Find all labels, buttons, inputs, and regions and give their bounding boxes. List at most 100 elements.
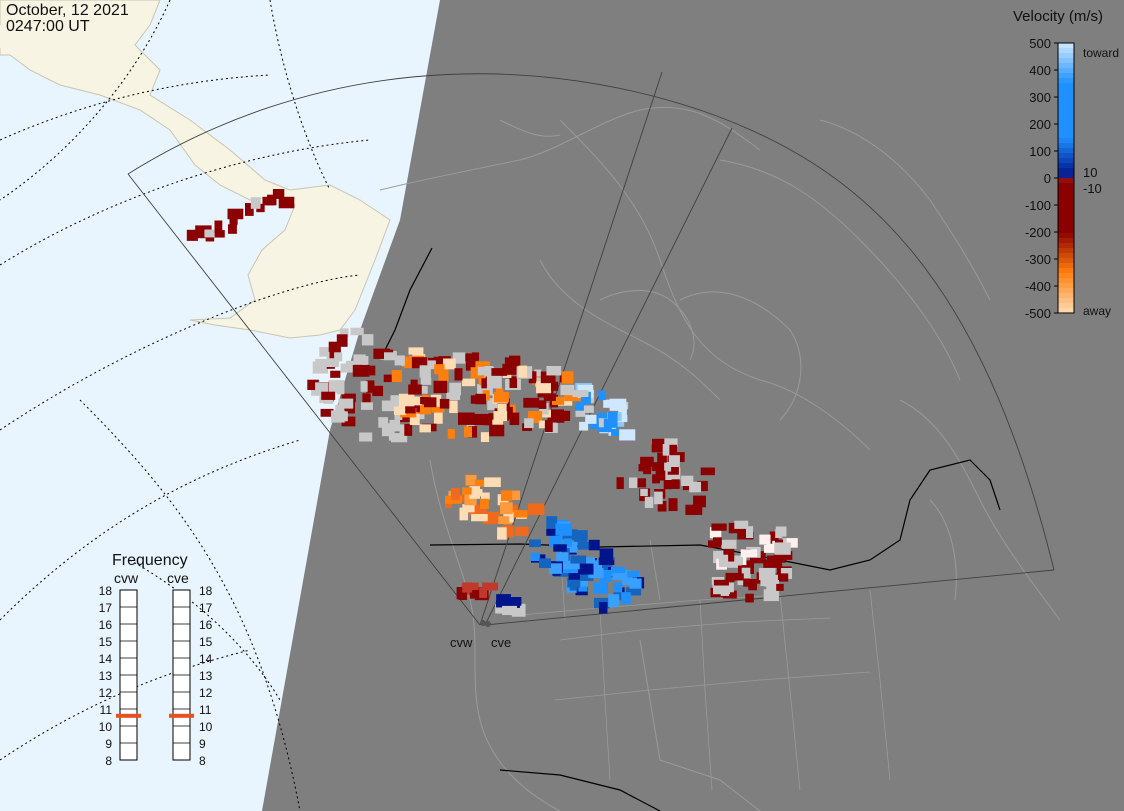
velocity-cell xyxy=(551,381,559,391)
velocity-cell xyxy=(540,371,556,384)
frequency-radar-cvw: cvw xyxy=(114,570,139,586)
velocity-cell xyxy=(570,555,587,564)
velocity-cell xyxy=(589,567,604,579)
velocity-cell xyxy=(700,467,715,476)
velocity-cell xyxy=(468,426,478,438)
velocity-cell xyxy=(546,528,560,536)
velocity-cell xyxy=(562,561,580,570)
velocity-cell xyxy=(561,371,574,384)
velocity-cell xyxy=(487,398,498,411)
velocity-cell xyxy=(465,360,476,371)
velocity-label-toward: toward xyxy=(1083,46,1119,60)
frequency-radar-cve: cve xyxy=(167,570,189,586)
velocity-cell xyxy=(497,527,507,540)
velocity-cell xyxy=(434,412,443,424)
velocity-cell xyxy=(366,380,375,393)
velocity-cell xyxy=(662,444,671,456)
velocity-cell xyxy=(509,412,520,426)
velocity-bar-segment xyxy=(1058,213,1074,219)
velocity-label-away: away xyxy=(1083,304,1111,318)
velocity-cell xyxy=(378,417,389,428)
velocity-bar-segment xyxy=(1058,133,1074,139)
velocity-cell xyxy=(383,374,395,383)
velocity-cell xyxy=(339,328,349,338)
velocity-cell xyxy=(588,539,600,551)
velocity-cell xyxy=(464,493,477,506)
velocity-tick-label: 400 xyxy=(1029,63,1051,78)
velocity-cell xyxy=(498,516,510,525)
velocity-cell xyxy=(555,523,572,536)
velocity-cell xyxy=(763,589,779,602)
velocity-cell xyxy=(610,566,626,577)
velocity-bar-segment xyxy=(1058,278,1074,284)
velocity-cell xyxy=(568,569,581,580)
velocity-tick-label: 0 xyxy=(1044,171,1051,186)
velocity-cell xyxy=(613,582,623,590)
velocity-cell xyxy=(484,366,494,378)
velocity-tick-label: -500 xyxy=(1025,306,1051,321)
velocity-cell xyxy=(454,368,463,381)
velocity-cell xyxy=(538,400,547,409)
velocity-bar-segment xyxy=(1058,218,1074,224)
mexico-border xyxy=(499,769,661,811)
velocity-cell xyxy=(740,549,758,558)
velocity-cell xyxy=(420,397,429,405)
velocity-cell xyxy=(320,408,334,417)
velocity-cell xyxy=(413,396,422,406)
velocity-cell xyxy=(775,529,783,538)
velocity-bar-segment xyxy=(1058,53,1074,59)
velocity-cell xyxy=(481,378,490,389)
time-label: 0247:00 UT xyxy=(6,18,90,35)
velocity-cell xyxy=(319,347,333,357)
velocity-cell xyxy=(685,504,703,515)
frequency-tick-label: 17 xyxy=(99,601,113,615)
velocity-cell xyxy=(390,433,408,443)
velocity-cell xyxy=(546,516,558,529)
velocity-cell xyxy=(737,531,754,540)
velocity-cell xyxy=(644,496,654,508)
velocity-cell xyxy=(572,390,589,398)
velocity-cell xyxy=(328,341,341,352)
velocity-cell xyxy=(471,514,488,522)
velocity-scatter xyxy=(186,189,798,617)
velocity-bar-segment xyxy=(1058,303,1074,309)
velocity-cell xyxy=(611,428,619,437)
velocity-cell xyxy=(769,531,779,544)
velocity-cell xyxy=(723,548,735,562)
velocity-bar-segment xyxy=(1058,298,1074,304)
velocity-cell xyxy=(500,502,513,515)
velocity-cell xyxy=(512,510,528,518)
velocity-bar-segment xyxy=(1058,248,1074,254)
velocity-cell xyxy=(505,406,513,420)
frequency-tick-label: 14 xyxy=(99,652,113,666)
velocity-cell xyxy=(245,203,254,216)
velocity-cell xyxy=(482,390,490,401)
velocity-cell xyxy=(417,405,431,415)
velocity-cell xyxy=(408,384,422,395)
velocity-cell xyxy=(523,397,540,408)
velocity-bar-segment xyxy=(1058,143,1074,149)
velocity-cell xyxy=(739,560,754,568)
velocity-label-minus10: -10 xyxy=(1083,181,1102,196)
velocity-cell xyxy=(530,552,540,561)
velocity-cell xyxy=(262,196,274,206)
velocity-cell xyxy=(689,481,702,493)
velocity-cell xyxy=(393,406,406,415)
velocity-bar-segment xyxy=(1058,88,1074,94)
velocity-bar-segment xyxy=(1058,173,1074,179)
velocity-cell xyxy=(721,539,737,549)
frequency-tick-label: 14 xyxy=(199,652,213,666)
velocity-cell xyxy=(774,542,791,555)
frequency-tick-label: 9 xyxy=(199,737,206,751)
velocity-bar-segment xyxy=(1058,93,1074,99)
velocity-cell xyxy=(278,196,295,209)
frequency-indicator-cvw xyxy=(116,713,141,718)
frequency-tick-label: 17 xyxy=(199,601,213,615)
velocity-cell xyxy=(599,570,612,582)
velocity-cell xyxy=(272,189,285,199)
frequency-tick-label: 8 xyxy=(199,754,206,768)
velocity-cell xyxy=(477,384,493,396)
velocity-cell xyxy=(552,396,565,405)
velocity-cell xyxy=(424,397,437,408)
velocity-bar-segment xyxy=(1058,148,1074,154)
